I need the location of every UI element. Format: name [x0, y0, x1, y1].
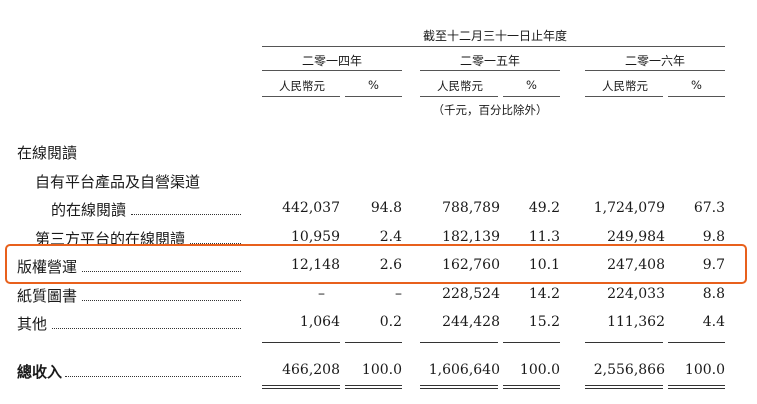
total-value: 466,208: [282, 362, 340, 378]
cell-value: 224,033: [607, 286, 665, 302]
total-value: 100.0: [684, 362, 725, 378]
cell-value: 11.3: [528, 229, 560, 245]
year-2016-underline: [585, 70, 725, 71]
row-label-online-reading: 在線閱讀: [17, 144, 78, 162]
cell-value: 14.2: [528, 286, 560, 302]
highlight-box: [5, 244, 747, 284]
row-label-others: 其他: [17, 315, 48, 333]
subtotal-line: [585, 342, 663, 343]
col-underline: [503, 96, 560, 97]
total-double-line: [503, 385, 560, 389]
percent-2016: %: [691, 78, 702, 92]
period-underline: [262, 46, 725, 47]
leader-dots: [82, 300, 241, 301]
cell-value: 94.8: [370, 200, 402, 216]
total-double-line: [585, 385, 663, 389]
cell-value: 1,064: [299, 314, 340, 330]
col-underline: [585, 96, 663, 97]
cell-value: 111,362: [607, 314, 665, 330]
cell-value: 8.8: [702, 286, 725, 302]
cell-value: 247,408: [607, 257, 665, 273]
total-double-line: [345, 385, 402, 389]
row-label-third-party: 第三方平台的在線閱讀: [35, 230, 186, 248]
currency-2015: 人民幣元: [437, 79, 483, 93]
leader-dots: [52, 328, 241, 329]
cell-value: 1,724,079: [593, 200, 665, 216]
leader-dots: [131, 214, 241, 215]
col-underline: [345, 96, 402, 97]
cell-value: 788,789: [442, 200, 500, 216]
cell-value: –: [318, 286, 325, 302]
cell-value: 49.2: [528, 200, 560, 216]
currency-2016: 人民幣元: [602, 79, 648, 93]
cell-value: 442,037: [282, 200, 340, 216]
row-label-print-books: 紙質圖書: [17, 287, 78, 305]
year-2016-header: 二零一六年: [624, 54, 685, 68]
col-underline: [420, 96, 498, 97]
cell-value: 2.4: [379, 229, 402, 245]
cell-value: 244,428: [442, 314, 500, 330]
cell-value: 10,959: [291, 229, 340, 245]
cell-value: 67.3: [693, 200, 725, 216]
percent-2014: %: [368, 78, 379, 92]
leader-dots: [82, 271, 241, 272]
total-value: 1,606,640: [428, 362, 500, 378]
cell-value: 228,524: [442, 286, 500, 302]
total-value: 100.0: [519, 362, 560, 378]
cell-value: 249,984: [607, 229, 665, 245]
year-2014-underline: [262, 70, 402, 71]
total-value: 100.0: [361, 362, 402, 378]
total-double-line: [262, 385, 340, 389]
cell-value: 12,148: [291, 257, 340, 273]
cell-value: 9.7: [702, 257, 725, 273]
subtotal-line: [503, 342, 560, 343]
cell-value: 15.2: [528, 314, 560, 330]
cell-value: 4.4: [702, 314, 725, 330]
total-double-line: [420, 385, 498, 389]
leader-dots: [65, 376, 241, 377]
cell-value: 162,760: [442, 257, 500, 273]
total-double-line: [668, 385, 725, 389]
year-2015-header: 二零一五年: [459, 54, 520, 68]
row-label-total: 總收入: [17, 363, 63, 381]
cell-value: –: [395, 286, 402, 302]
year-2015-underline: [420, 70, 560, 71]
row-label-own-platform: 自有平台產品及自營渠道: [35, 173, 201, 191]
currency-2014: 人民幣元: [279, 79, 325, 93]
unit-note: （千元，百分比除外）: [432, 103, 548, 117]
row-label-own-platform-cont: 的在線閱讀: [51, 201, 127, 219]
cell-value: 0.2: [379, 314, 402, 330]
year-2014-header: 二零一四年: [301, 54, 362, 68]
percent-2015: %: [526, 78, 537, 92]
row-label-copyright: 版權營運: [17, 258, 78, 276]
subtotal-line: [345, 342, 402, 343]
cell-value: 182,139: [442, 229, 500, 245]
period-header: 截至十二月三十一日止年度: [422, 29, 567, 43]
col-underline: [262, 96, 340, 97]
cell-value: 9.8: [702, 229, 725, 245]
subtotal-line: [420, 342, 498, 343]
col-underline: [668, 96, 725, 97]
total-value: 2,556,866: [593, 362, 665, 378]
cell-value: 10.1: [528, 257, 560, 273]
subtotal-line: [262, 342, 340, 343]
subtotal-line: [668, 342, 725, 343]
leader-dots: [190, 243, 241, 244]
cell-value: 2.6: [379, 257, 402, 273]
